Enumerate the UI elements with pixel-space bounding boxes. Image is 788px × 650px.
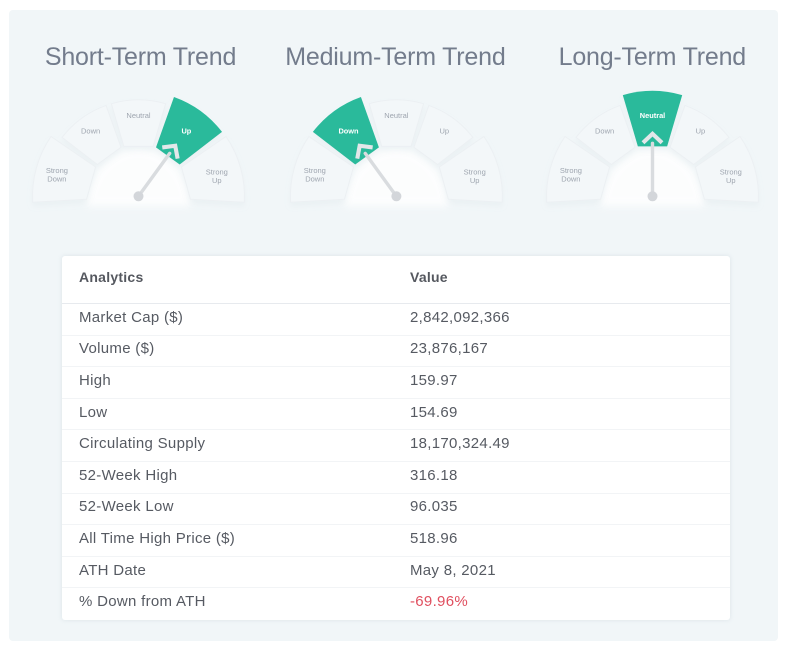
svg-text:Strong: Strong <box>46 166 68 175</box>
svg-text:Up: Up <box>696 127 706 136</box>
svg-text:Down: Down <box>338 127 359 136</box>
svg-text:Strong: Strong <box>560 166 582 175</box>
svg-text:Up: Up <box>470 176 480 185</box>
svg-text:Up: Up <box>440 127 450 136</box>
svg-text:Up: Up <box>212 176 222 185</box>
svg-text:Neutral: Neutral <box>126 111 151 120</box>
svg-text:Down: Down <box>561 175 580 184</box>
svg-text:Down: Down <box>81 127 100 136</box>
svg-text:Down: Down <box>47 175 66 184</box>
svg-text:Down: Down <box>305 175 324 184</box>
svg-text:Down: Down <box>595 127 614 136</box>
svg-text:Strong: Strong <box>206 167 228 176</box>
svg-text:Up: Up <box>726 176 736 185</box>
svg-text:Up: Up <box>181 127 191 136</box>
svg-text:Neutral: Neutral <box>640 111 665 120</box>
svg-text:Strong: Strong <box>464 167 486 176</box>
svg-text:Neutral: Neutral <box>384 111 409 120</box>
svg-text:Strong: Strong <box>720 167 742 176</box>
svg-text:Strong: Strong <box>304 166 326 175</box>
